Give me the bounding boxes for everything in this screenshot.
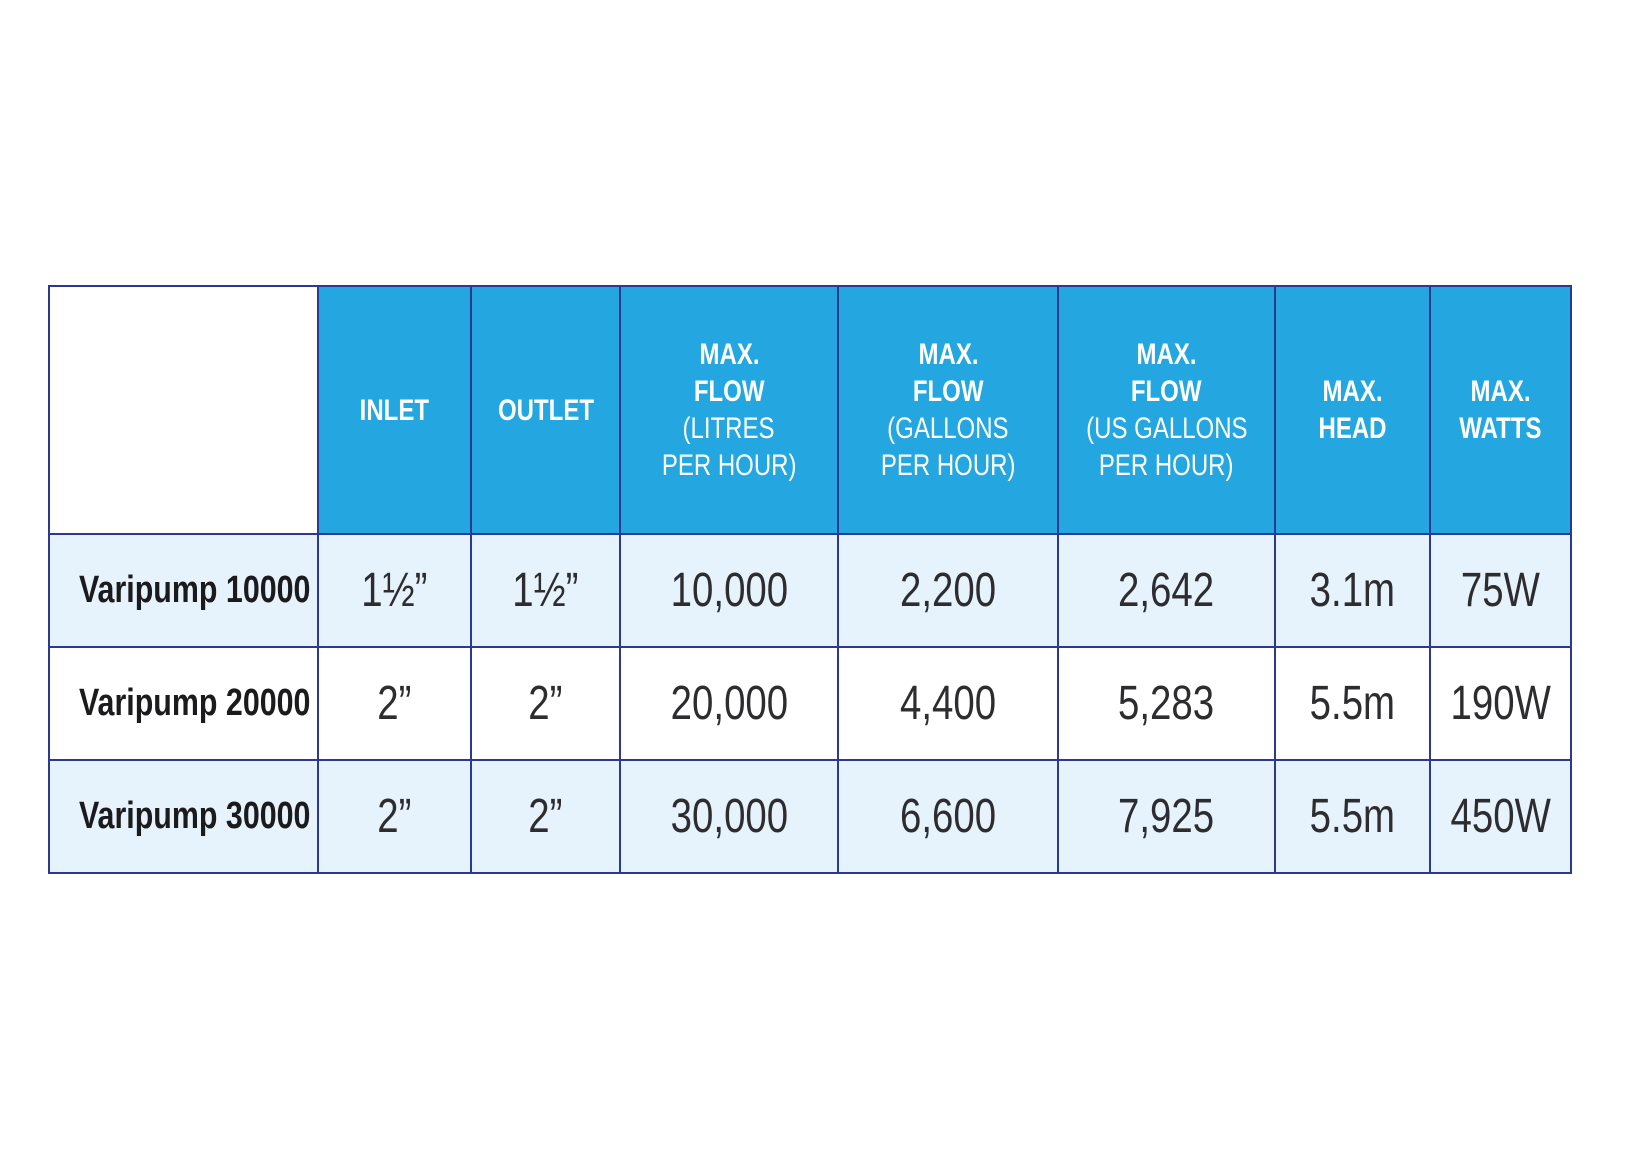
header-cell-max-flow-gallons: MAX. FLOW (GALLONS PER HOUR) [837, 285, 1059, 535]
cell-max-flow-us-gallons: 2,642 [1057, 533, 1276, 648]
row-label: Varipump 10000 [48, 533, 319, 648]
cell-max-head: 3.1m [1274, 533, 1431, 648]
header-label: FLOW [912, 375, 984, 408]
header-sublabel: PER HOUR) [661, 449, 797, 482]
cell-value: 5.5m [1309, 790, 1396, 843]
header-label: MAX. [1470, 375, 1531, 408]
table-row-varipump-20000: Varipump 20000 2” 2” 20,000 4,400 5,283 … [48, 646, 1572, 761]
cell-value: 5.5m [1309, 677, 1396, 730]
cell-max-head: 5.5m [1274, 759, 1431, 874]
header-label: MAX. [918, 338, 978, 371]
pump-spec-table: INLET OUTLET MAX. FLOW (LITRES PER HOUR)… [48, 285, 1572, 874]
cell-value: 3.1m [1309, 564, 1396, 617]
cell-value: 7,925 [1118, 790, 1215, 843]
cell-value: 5,283 [1118, 677, 1215, 730]
cell-value: 1½” [361, 564, 428, 617]
header-label: MAX. [1136, 338, 1197, 371]
header-sublabel: PER HOUR) [880, 449, 1016, 482]
cell-inlet: 2” [317, 646, 472, 761]
header-label: INLET [359, 393, 430, 427]
cell-value: 6,600 [899, 790, 997, 843]
cell-value: 30,000 [670, 790, 788, 843]
cell-value: 2,200 [899, 564, 997, 617]
header-label: FLOW [1131, 375, 1202, 408]
cell-max-watts: 450W [1429, 759, 1572, 874]
cell-max-flow-gallons: 2,200 [837, 533, 1059, 648]
header-sublabel: (LITRES [682, 412, 776, 445]
header-cell-max-watts: MAX. WATTS [1429, 285, 1572, 535]
header-cell-max-flow-us-gallons: MAX. FLOW (US GALLONS PER HOUR) [1057, 285, 1276, 535]
cell-value: 2,642 [1118, 564, 1215, 617]
header-label: HEAD [1318, 412, 1387, 445]
cell-value: 10,000 [670, 564, 788, 617]
cell-outlet: 1½” [470, 533, 621, 648]
header-sublabel: (US GALLONS [1085, 412, 1248, 445]
row-label: Varipump 20000 [48, 646, 319, 761]
cell-max-head: 5.5m [1274, 646, 1431, 761]
cell-max-flow-litres: 10,000 [619, 533, 839, 648]
header-sublabel: PER HOUR) [1099, 449, 1234, 482]
header-label: MAX. [1322, 375, 1383, 408]
table-row-varipump-10000: Varipump 10000 1½” 1½” 10,000 2,200 2,64… [48, 533, 1572, 648]
cell-value: 2” [528, 790, 563, 843]
table-row-varipump-30000: Varipump 30000 2” 2” 30,000 6,600 7,925 … [48, 759, 1572, 874]
header-label: FLOW [693, 375, 765, 408]
header-row: INLET OUTLET MAX. FLOW (LITRES PER HOUR)… [48, 285, 1572, 535]
header-cell-max-flow-litres: MAX. FLOW (LITRES PER HOUR) [619, 285, 839, 535]
cell-max-flow-gallons: 6,600 [837, 759, 1059, 874]
cell-value: 190W [1450, 677, 1551, 730]
cell-value: 2” [528, 677, 563, 730]
cell-max-flow-us-gallons: 7,925 [1057, 759, 1276, 874]
cell-value: 1½” [512, 564, 579, 617]
cell-value: 75W [1461, 564, 1540, 617]
cell-value: 2” [377, 790, 412, 843]
header-label: OUTLET [497, 393, 594, 427]
header-cell-max-head: MAX. HEAD [1274, 285, 1431, 535]
row-label-text: Varipump 30000 [78, 795, 311, 837]
cell-max-watts: 190W [1429, 646, 1572, 761]
cell-max-flow-litres: 30,000 [619, 759, 839, 874]
cell-max-flow-gallons: 4,400 [837, 646, 1059, 761]
cell-max-flow-us-gallons: 5,283 [1057, 646, 1276, 761]
cell-outlet: 2” [470, 646, 621, 761]
cell-value: 20,000 [670, 677, 788, 730]
header-cell-inlet: INLET [317, 285, 472, 535]
header-label: WATTS [1459, 412, 1542, 445]
row-label-text: Varipump 20000 [78, 682, 311, 724]
cell-max-watts: 75W [1429, 533, 1572, 648]
cell-value: 4,400 [899, 677, 997, 730]
header-cell-outlet: OUTLET [470, 285, 621, 535]
header-corner-blank [48, 285, 319, 535]
header-label: MAX. [699, 338, 759, 371]
header-sublabel: (GALLONS [887, 412, 1009, 445]
cell-inlet: 1½” [317, 533, 472, 648]
cell-outlet: 2” [470, 759, 621, 874]
row-label-text: Varipump 10000 [78, 569, 311, 611]
cell-value: 450W [1450, 790, 1551, 843]
cell-value: 2” [377, 677, 412, 730]
cell-inlet: 2” [317, 759, 472, 874]
row-label: Varipump 30000 [48, 759, 319, 874]
cell-max-flow-litres: 20,000 [619, 646, 839, 761]
